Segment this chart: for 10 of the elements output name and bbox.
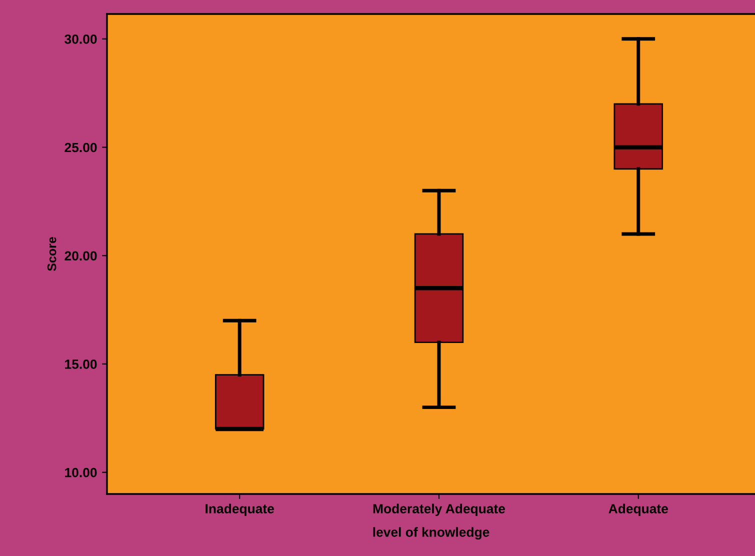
y-tick-label: 30.00 (64, 34, 97, 44)
x-tick-label: Inadequate (206, 504, 274, 516)
y-tick-label: 15.00 (65, 360, 97, 369)
y-axis-title: Score (47, 237, 56, 272)
x-tick-label: Adequate (608, 504, 668, 516)
x-axis-title: level of knowledge (373, 527, 490, 540)
x-tick-label: Moderately Adequate (373, 504, 506, 516)
y-tick-label: 25.00 (64, 142, 97, 152)
y-tick-label: 20.00 (64, 251, 97, 261)
y-tick-label: 10.00 (65, 468, 97, 478)
